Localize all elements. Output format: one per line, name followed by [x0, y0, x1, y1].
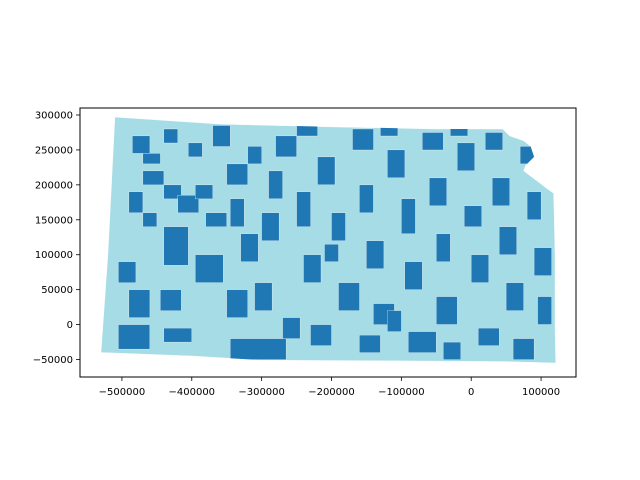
county-region	[471, 255, 489, 283]
county-region	[164, 227, 189, 265]
county-region	[457, 143, 475, 171]
county-region	[160, 290, 181, 311]
county-region	[227, 164, 248, 185]
county-region	[118, 262, 135, 283]
county-region	[534, 248, 552, 276]
y-tick-label: 50000	[41, 285, 73, 296]
x-tick-label: 100000	[522, 387, 560, 398]
county-region	[262, 213, 280, 241]
county-region	[143, 153, 161, 164]
county-region	[269, 171, 283, 199]
county-region	[195, 255, 223, 283]
county-region	[513, 339, 534, 360]
county-region	[436, 234, 450, 262]
county-region	[359, 335, 380, 353]
county-region	[318, 157, 336, 185]
county-region	[118, 325, 149, 350]
y-tick-label: 0	[67, 320, 73, 331]
county-region	[276, 136, 297, 157]
county-region	[132, 136, 150, 154]
county-region	[353, 129, 374, 150]
plot-area	[101, 117, 556, 363]
county-region	[538, 297, 552, 325]
county-region	[429, 178, 447, 206]
county-region	[297, 126, 318, 137]
county-region	[283, 318, 301, 339]
county-region	[332, 213, 346, 241]
county-region	[478, 328, 499, 346]
county-region	[143, 171, 164, 185]
county-region	[129, 290, 150, 318]
county-region	[401, 199, 415, 234]
county-region	[359, 185, 373, 213]
county-region	[527, 192, 541, 220]
county-region	[499, 227, 517, 255]
county-region	[492, 178, 510, 206]
county-region	[387, 311, 401, 332]
county-region	[339, 283, 360, 311]
county-region	[387, 150, 405, 178]
x-tick-label: 0	[468, 387, 474, 398]
county-region	[408, 332, 436, 353]
y-tick-label: 300000	[35, 110, 73, 121]
y-tick-label: 100000	[35, 250, 73, 261]
county-region	[443, 342, 461, 360]
county-region	[405, 262, 423, 290]
county-region	[164, 129, 178, 143]
county-region	[188, 143, 202, 157]
county-region	[485, 133, 503, 151]
county-region	[206, 213, 227, 227]
x-tick-label: −400000	[168, 387, 215, 398]
y-tick-label: 250000	[35, 145, 73, 156]
county-region	[230, 199, 244, 227]
county-region	[164, 328, 192, 342]
county-region	[129, 192, 143, 213]
county-region	[422, 133, 443, 151]
county-region	[241, 234, 259, 262]
county-region	[297, 192, 311, 227]
county-region	[248, 146, 262, 164]
county-region	[436, 297, 457, 325]
county-region	[213, 126, 231, 147]
county-region	[255, 283, 273, 311]
x-tick-label: −500000	[99, 387, 146, 398]
y-tick-label: 200000	[35, 180, 73, 191]
x-tick-label: −100000	[378, 387, 425, 398]
x-tick-label: −300000	[238, 387, 285, 398]
county-region	[195, 185, 213, 199]
county-region	[464, 206, 482, 227]
county-region	[311, 325, 332, 346]
y-tick-label: −50000	[33, 355, 73, 366]
county-region	[325, 244, 339, 262]
county-region	[143, 213, 157, 227]
county-region	[506, 283, 523, 311]
y-tick-label: 150000	[35, 215, 73, 226]
x-tick-label: −200000	[308, 387, 355, 398]
county-region	[366, 241, 384, 269]
county-region	[227, 290, 248, 318]
county-region	[230, 339, 286, 360]
county-region	[304, 255, 322, 283]
